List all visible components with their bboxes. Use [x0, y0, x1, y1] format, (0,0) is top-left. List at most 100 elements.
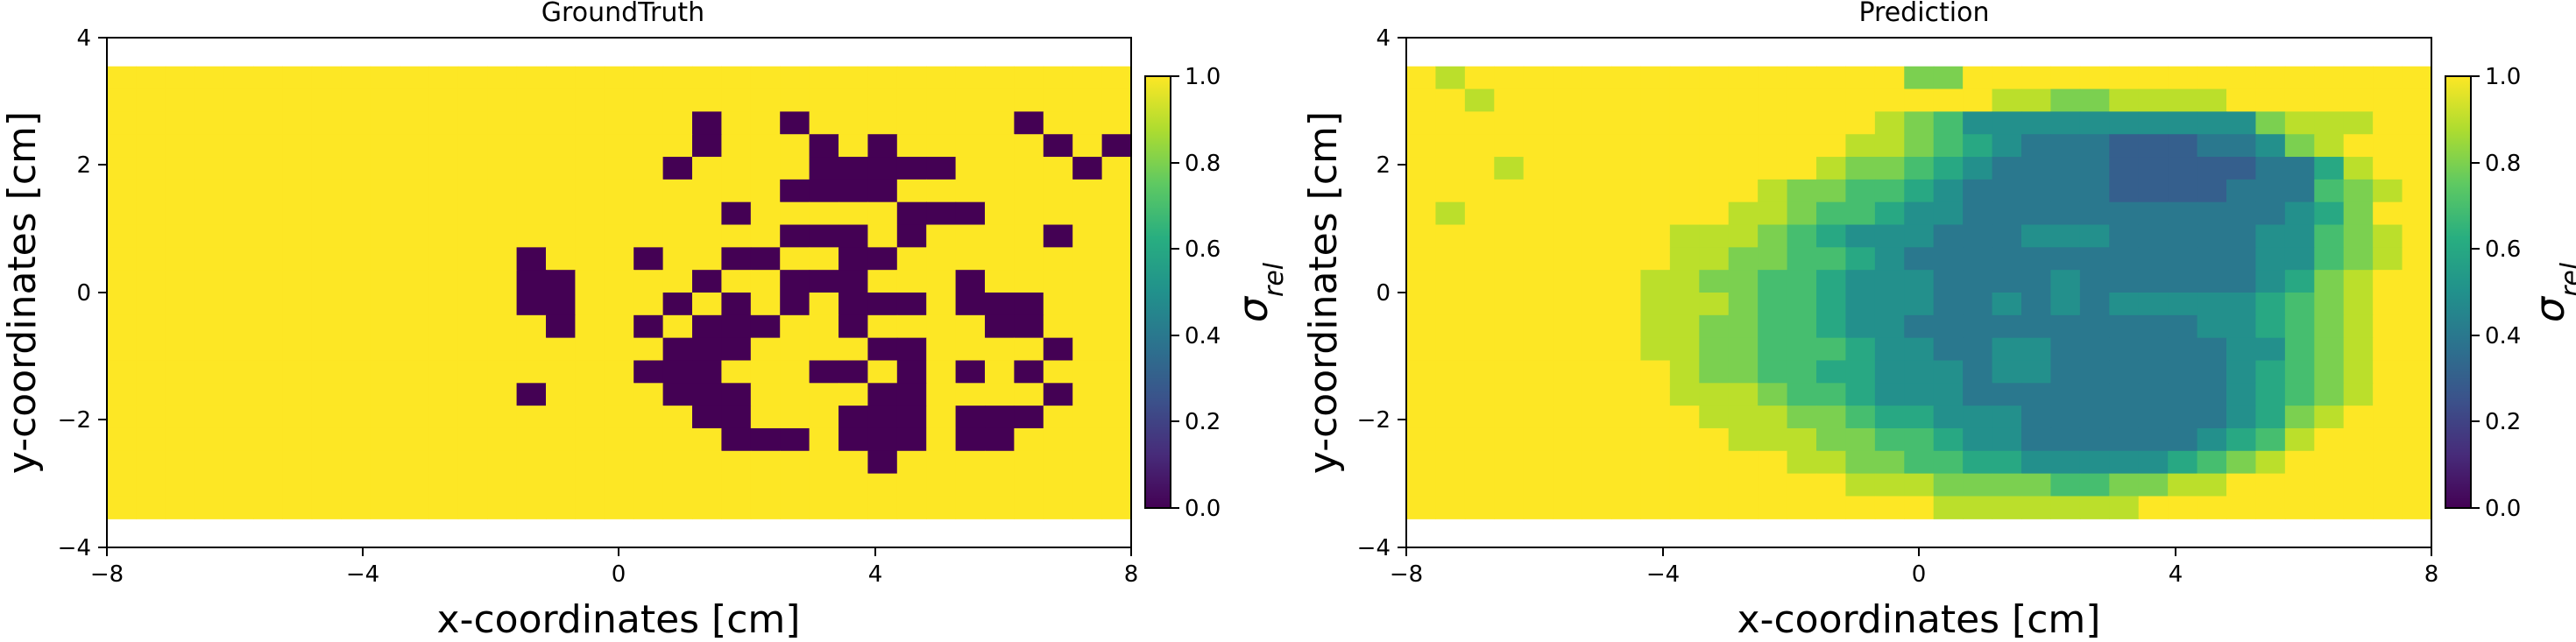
heatmap-cell — [896, 383, 927, 406]
heatmap-cell — [1582, 360, 1612, 384]
heatmap-cell — [1816, 134, 1847, 158]
heatmap-cell — [692, 337, 722, 362]
heatmap-cell — [253, 270, 283, 293]
heatmap-cell — [955, 406, 986, 429]
heatmap-cell — [1728, 496, 1759, 519]
heatmap-cell — [2079, 66, 2110, 90]
heatmap-cell — [2343, 427, 2374, 452]
heatmap-cell — [1582, 88, 1612, 112]
heatmap-cell — [1699, 247, 1730, 271]
heatmap-cell — [1640, 66, 1671, 90]
heatmap-cell — [370, 293, 400, 316]
heatmap-cell — [809, 293, 839, 316]
heatmap-cell — [1699, 111, 1730, 135]
heatmap-cell — [457, 270, 488, 293]
heatmap-cell — [370, 406, 400, 429]
heatmap-cell — [867, 179, 898, 203]
heatmap-cell — [1043, 427, 1073, 452]
heatmap-cell — [780, 134, 810, 158]
heatmap-cell — [457, 406, 488, 429]
heatmap-cell — [750, 111, 781, 135]
heatmap-cell — [955, 496, 986, 519]
heatmap-cell — [1611, 224, 1642, 248]
heatmap-cell — [1014, 88, 1044, 112]
heatmap-cell — [165, 134, 195, 158]
heatmap-cell — [1758, 496, 1788, 519]
heatmap-cell — [633, 406, 664, 429]
heatmap-cell — [633, 270, 664, 293]
chart-prediction: Prediction −8 −4 0 4 8 x-coordinates [cm… — [1301, 0, 2576, 642]
heatmap-cell — [1933, 66, 1964, 90]
heatmap-cell — [1553, 473, 1583, 497]
heatmap-cell — [2197, 406, 2227, 429]
heatmap-cell — [223, 293, 254, 316]
heatmap-cell — [1787, 360, 1817, 384]
heatmap-cell — [1845, 247, 1876, 271]
heatmap-cell — [487, 337, 518, 362]
colorbar-tick-label: 0.6 — [1185, 236, 1221, 263]
heatmap-cell — [165, 201, 195, 226]
heatmap-cell — [867, 406, 898, 429]
heatmap-cell — [107, 427, 137, 452]
heatmap-cell — [575, 270, 605, 293]
heatmap-cell — [2050, 157, 2081, 180]
heatmap-cell — [721, 134, 752, 158]
heatmap-cell — [107, 134, 137, 158]
heatmap-cell — [1699, 224, 1730, 248]
heatmap-cell — [2197, 293, 2227, 316]
heatmap-cell — [721, 337, 752, 362]
heatmap-cell — [896, 450, 927, 475]
heatmap-cell — [2168, 66, 2198, 90]
heatmap-cell — [428, 88, 459, 112]
heatmap-cell — [1464, 224, 1495, 248]
heatmap-cell — [195, 66, 225, 90]
heatmap-cell — [2314, 224, 2345, 248]
heatmap-cell — [1845, 157, 1876, 180]
heatmap-cell — [282, 270, 313, 293]
heatmap-cell — [2373, 383, 2403, 406]
heatmap-cell — [2050, 406, 2081, 429]
heatmap-cell — [1816, 450, 1847, 475]
heatmap-cell — [2168, 383, 2198, 406]
heatmap-cell — [1874, 270, 1905, 293]
heatmap-cell — [165, 270, 195, 293]
heatmap-cell — [721, 406, 752, 429]
heatmap-cell — [2168, 88, 2198, 112]
heatmap-cell — [253, 179, 283, 203]
heatmap-cell — [575, 179, 605, 203]
heatmap-cell — [2021, 111, 2052, 135]
heatmap-cell — [457, 314, 488, 339]
heatmap-cell — [1464, 157, 1495, 180]
heatmap-cell — [1728, 134, 1759, 158]
heatmap-cell — [1014, 383, 1044, 406]
heatmap-cell — [2168, 427, 2198, 452]
heatmap-cell — [1816, 247, 1847, 271]
heatmap-cell — [2050, 314, 2081, 339]
heatmap-cell — [253, 360, 283, 384]
heatmap-cell — [2284, 450, 2315, 475]
heatmap-cell — [341, 157, 372, 180]
heatmap-cell — [457, 293, 488, 316]
heatmap-cell — [1933, 179, 1964, 203]
heatmap-cell — [2255, 179, 2286, 203]
heatmap-cell — [400, 88, 429, 112]
heatmap-cell — [604, 314, 634, 339]
heatmap-cell — [1904, 314, 1935, 339]
heatmap-cell — [1464, 427, 1495, 452]
heatmap-cell — [2109, 314, 2140, 339]
heatmap-cell — [1963, 270, 1993, 293]
heatmap-cell — [1933, 134, 1964, 158]
heatmap-cell — [1816, 224, 1847, 248]
heatmap-cell — [400, 201, 429, 226]
heatmap-cell — [575, 134, 605, 158]
heatmap-cell — [780, 247, 810, 271]
heatmap-cell — [546, 111, 576, 135]
heatmap-cell — [604, 247, 634, 271]
heatmap-cell — [1816, 201, 1847, 226]
heatmap-cell — [428, 473, 459, 497]
heatmap-cell — [2168, 111, 2198, 135]
heatmap-cell — [867, 473, 898, 497]
heatmap-cell — [1904, 111, 1935, 135]
heatmap-cell — [1728, 247, 1759, 271]
heatmap-cell — [896, 473, 927, 497]
